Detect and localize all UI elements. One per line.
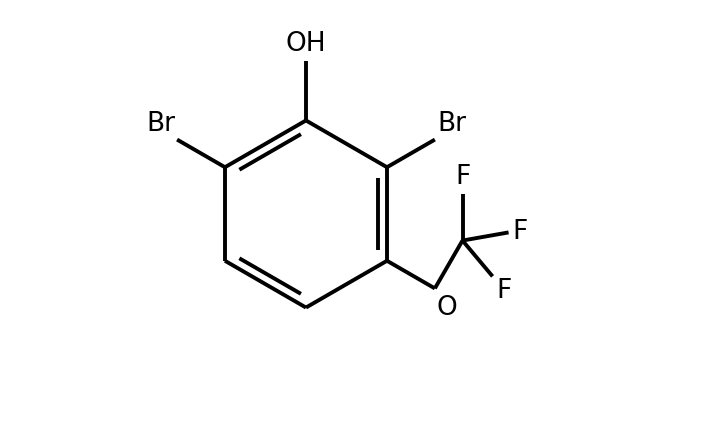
Text: O: O bbox=[437, 295, 458, 321]
Text: Br: Br bbox=[437, 111, 466, 137]
Text: F: F bbox=[455, 164, 470, 190]
Text: F: F bbox=[496, 279, 511, 304]
Text: Br: Br bbox=[146, 111, 175, 137]
Text: OH: OH bbox=[286, 31, 326, 56]
Text: F: F bbox=[512, 220, 527, 245]
